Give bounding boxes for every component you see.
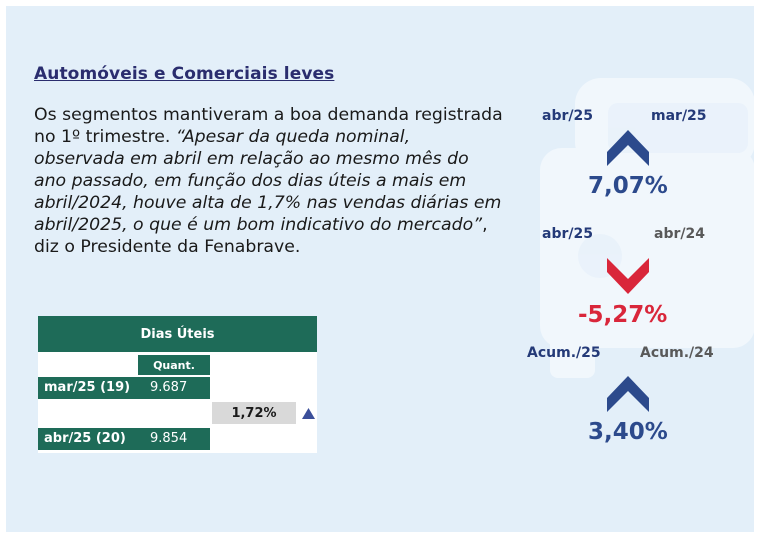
row-value: 9.687: [150, 380, 188, 395]
paragraph-outro: , diz o Presidente da Fenabrave.: [34, 215, 488, 257]
indicator-3-right-label: Acum./24: [640, 345, 714, 361]
indicator-2-left-label: abr/25: [542, 226, 593, 242]
variation-value: 1,72%: [212, 402, 296, 424]
indicator-1-left-label: abr/25: [542, 108, 593, 124]
table-column-header: Quant.: [138, 355, 210, 375]
indicator-2-right-label: abr/24: [654, 226, 705, 242]
paragraph-intro: Os segmentos mantiveram a boa demanda re…: [34, 105, 503, 147]
indicator-1-right-label: mar/25: [651, 108, 707, 124]
indicator-3-value: 3,40%: [588, 419, 668, 445]
paragraph-quote: “Apesar da queda nominal, observada em a…: [34, 127, 502, 235]
up-triangle-icon: [302, 408, 315, 419]
table-row: abr/25 (20) 9.854: [38, 428, 210, 450]
row-label: mar/25 (19): [44, 380, 131, 395]
indicator-3-left-label: Acum./25: [527, 345, 601, 361]
row-value: 9.854: [150, 431, 188, 446]
row-label: abr/25 (20): [44, 431, 126, 446]
indicator-2-value: -5,27%: [578, 302, 668, 328]
section-title: Automóveis e Comerciais leves: [34, 64, 335, 84]
indicator-1-value: 7,07%: [588, 173, 668, 199]
table-header: Dias Úteis: [38, 316, 317, 352]
chevron-down-icon: [607, 258, 649, 294]
table-row: mar/25 (19) 9.687: [38, 377, 210, 399]
chevron-up-icon: [607, 130, 649, 166]
chevron-up-icon: [607, 376, 649, 412]
section-paragraph: Os segmentos mantiveram a boa demanda re…: [34, 104, 504, 258]
